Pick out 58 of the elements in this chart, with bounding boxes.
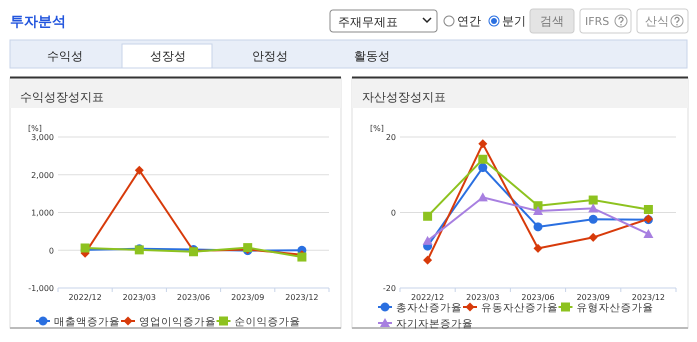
text: 분기 xyxy=(502,14,526,28)
y-tick-label: 3,000 xyxy=(31,133,54,142)
point xyxy=(478,163,488,172)
legend-label: 자기자본증가율 xyxy=(396,318,473,330)
point xyxy=(423,256,432,265)
point xyxy=(533,206,543,215)
point xyxy=(423,212,432,221)
text: 연간 xyxy=(457,14,481,28)
y-tick-label: 2,000 xyxy=(31,170,54,180)
point xyxy=(588,196,598,205)
point xyxy=(297,252,306,262)
y-tick-label: -20 xyxy=(382,284,396,293)
chart-title: 수익성장성지표 xyxy=(20,90,104,104)
legend-label: 매출액증가율 xyxy=(54,316,120,328)
point xyxy=(534,244,542,253)
x-tick-label: 2022/12 xyxy=(68,293,102,302)
point xyxy=(534,222,542,232)
text: 검색 xyxy=(540,14,564,28)
legend-label: 총자산증가율 xyxy=(396,302,462,314)
point xyxy=(588,214,598,224)
text: 주재무제표 xyxy=(338,15,398,29)
y-tick-label: 0 xyxy=(48,246,54,256)
text: 활동성 xyxy=(354,49,390,63)
x-tick-label: 2023/03 xyxy=(466,293,500,302)
text: 수익성 xyxy=(47,49,83,63)
y-tick-label: 1,000 xyxy=(31,208,54,218)
chart-title: 자산성장성지표 xyxy=(362,90,446,104)
text: 투자분석 xyxy=(10,14,66,30)
point xyxy=(588,232,598,242)
x-tick-label: 2023/09 xyxy=(231,293,264,302)
point xyxy=(134,166,144,175)
point xyxy=(643,229,654,238)
point xyxy=(478,139,488,148)
y-axis-title: [%] xyxy=(370,124,384,133)
y-tick-label: 20 xyxy=(386,133,396,142)
x-tick-label: 2023/03 xyxy=(122,293,156,302)
legend-label: 유형자산증가율 xyxy=(576,302,654,314)
x-tick-label: 2023/09 xyxy=(576,293,610,302)
x-tick-label: 2022/12 xyxy=(410,293,444,302)
legend-label: 영업이익증가율 xyxy=(139,316,216,328)
y-axis-title: [%] xyxy=(28,124,42,133)
text: 성장성 xyxy=(150,49,186,63)
text: 산식 xyxy=(645,14,669,28)
text: IFRS xyxy=(585,15,610,28)
point xyxy=(478,192,488,202)
x-tick-label: 2023/06 xyxy=(176,293,210,302)
point xyxy=(478,154,488,164)
y-tick-label: -1,000 xyxy=(28,284,54,293)
y-tick-label: 0 xyxy=(390,208,396,218)
x-tick-label: 2023/12 xyxy=(632,293,666,302)
point xyxy=(588,203,598,212)
x-tick-label: 2023/12 xyxy=(285,293,319,302)
x-tick-label: 2023/06 xyxy=(521,293,555,302)
legend-label: 유동자산증가율 xyxy=(481,302,558,314)
point xyxy=(422,236,433,245)
text: 안정성 xyxy=(252,49,288,63)
point xyxy=(644,204,653,214)
legend-label: 순이익증가율 xyxy=(234,316,300,328)
